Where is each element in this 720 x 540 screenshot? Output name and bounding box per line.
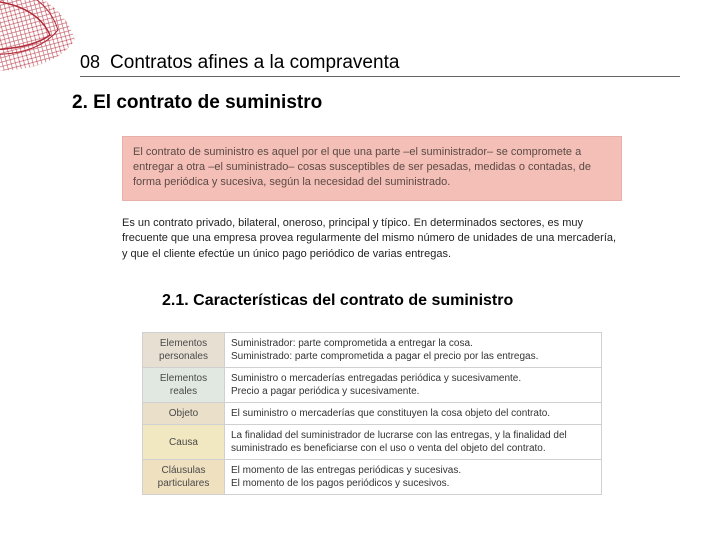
table-row: CausaLa finalidad del suministrador de l… [143, 425, 602, 460]
table-row: Elementos realesSuministro o mercaderías… [143, 368, 602, 403]
body-paragraph: Es un contrato privado, bilateral, onero… [122, 216, 622, 262]
table-row: Cláusulas particularesEl momento de las … [143, 460, 602, 495]
definition-box: El contrato de suministro es aquel por e… [122, 136, 622, 201]
characteristics-table: Elementos personalesSuministrador: parte… [142, 332, 602, 495]
corner-decoration [0, 0, 90, 90]
subsection-title: 2.1. Características del contrato de sum… [162, 292, 513, 310]
row-content: El suministro o mercaderías que constitu… [225, 403, 602, 425]
table-row: ObjetoEl suministro o mercaderías que co… [143, 403, 602, 425]
row-label: Cláusulas particulares [143, 460, 225, 495]
row-label: Objeto [143, 403, 225, 425]
table-row: Elementos personalesSuministrador: parte… [143, 333, 602, 368]
row-label: Elementos personales [143, 333, 225, 368]
chapter-title: Contratos afines a la compraventa [110, 52, 399, 74]
row-content: El momento de las entregas periódicas y … [225, 460, 602, 495]
row-content: Suministro o mercaderías entregadas peri… [225, 368, 602, 403]
section-title: 2. El contrato de suministro [72, 92, 322, 114]
row-content: La finalidad del suministrador de lucrar… [225, 425, 602, 460]
chapter-number: 08 [80, 52, 100, 73]
row-label: Causa [143, 425, 225, 460]
row-content: Suministrador: parte comprometida a entr… [225, 333, 602, 368]
chapter-header: 08 Contratos afines a la compraventa [80, 52, 680, 77]
row-label: Elementos reales [143, 368, 225, 403]
